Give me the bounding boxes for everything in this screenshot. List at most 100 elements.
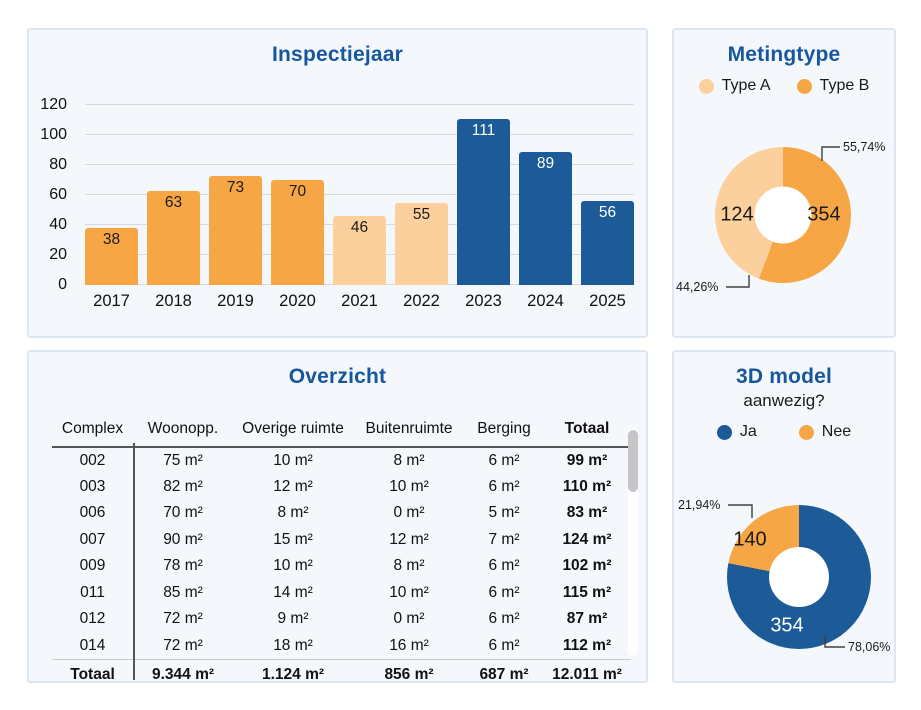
x-axis-tick: 2024: [527, 292, 564, 310]
3d-model-subtitle: aanwezig?: [743, 391, 825, 410]
total-cell: 856 m²: [353, 658, 465, 692]
bar-value-label: 38: [102, 231, 121, 248]
cell: 8 m²: [277, 504, 309, 522]
table-row[interactable]: 012 72 m² 9 m² 0 m² 6 m² 87 m²: [52, 606, 631, 633]
legend-item-nee[interactable]: Nee: [798, 423, 851, 441]
donut-metingtype[interactable]: [715, 147, 851, 283]
col-header-totaal: Totaal: [543, 416, 631, 448]
y-axis: 0 20 40 60 80 100 120: [29, 96, 75, 293]
cell: 16 m²: [389, 636, 429, 654]
x-axis-tick: 2025: [589, 292, 626, 310]
x-axis-tick: 2018: [155, 292, 192, 310]
x-axis-tick: 2020: [279, 292, 316, 310]
cell-totaal: 102 m²: [562, 557, 612, 575]
cell: 8 m²: [393, 451, 425, 469]
cell: 78 m²: [163, 557, 203, 575]
table-row[interactable]: 014 72 m² 18 m² 16 m² 6 m² 112 m²: [52, 633, 631, 660]
bar-2023[interactable]: 111: [457, 118, 510, 285]
bar-2025[interactable]: 56: [581, 201, 634, 285]
x-axis-tick: 2023: [465, 292, 502, 310]
y-axis-tick: 0: [58, 276, 67, 293]
ja-value: 354: [770, 614, 804, 637]
bar-2024[interactable]: 89: [519, 151, 572, 285]
bar-plot-area: 38 63 73 70 46 55 111 89 56: [85, 104, 634, 285]
cell: 82 m²: [163, 477, 203, 495]
bar-chart-title: Inspectiejaar: [272, 43, 403, 66]
legend-label: Type A: [721, 77, 771, 94]
cell: 9 m²: [277, 610, 309, 628]
total-label: Totaal: [52, 658, 133, 692]
y-axis-tick: 40: [49, 216, 67, 233]
x-axis-tick: 2021: [341, 292, 378, 310]
x-axis-tick: 2022: [403, 292, 440, 310]
cell: 6 m²: [488, 583, 520, 601]
cell-complex: 003: [79, 477, 106, 495]
cell: 90 m²: [163, 530, 203, 548]
cell: 7 m²: [488, 530, 520, 548]
cell-complex: 006: [79, 504, 106, 522]
bars: 38 63 73 70 46 55 111 89 56: [85, 105, 634, 285]
card-3d-model: 3D model aanwezig? Ja Nee 140 354 21,94%…: [672, 350, 896, 683]
table-row[interactable]: 007 90 m² 15 m² 12 m² 7 m² 124 m²: [52, 527, 631, 554]
cell: 12 m²: [273, 477, 313, 495]
legend-label: Ja: [739, 423, 757, 440]
type-b-value: 354: [807, 203, 841, 226]
table-row[interactable]: 009 78 m² 10 m² 8 m² 6 m² 102 m²: [52, 553, 631, 580]
cell: 72 m²: [163, 636, 203, 654]
bar-value-label: 55: [412, 205, 431, 223]
y-axis-tick: 120: [40, 96, 67, 113]
cell: 18 m²: [273, 636, 313, 654]
total-cell: 12.011 m²: [543, 658, 631, 692]
table-row[interactable]: 003 82 m² 12 m² 10 m² 6 m² 110 m²: [52, 474, 631, 501]
cell: 5 m²: [488, 504, 520, 522]
col-header-overige: Overige ruimte: [233, 416, 353, 448]
table-scrollbar-thumb[interactable]: [628, 430, 638, 492]
bar-2018[interactable]: 63: [147, 190, 200, 285]
cell-totaal: 124 m²: [562, 530, 612, 548]
ja-percent-callout: 78,06%: [848, 640, 891, 654]
cell: 6 m²: [488, 477, 520, 495]
legend-item-ja[interactable]: Ja: [716, 423, 757, 441]
bar-2017[interactable]: 38: [85, 228, 138, 285]
bar-value-label: 89: [536, 154, 555, 172]
cell: 6 m²: [488, 610, 520, 628]
gridline: [85, 194, 634, 195]
table-row[interactable]: 002 75 m² 10 m² 8 m² 6 m² 99 m²: [52, 447, 631, 474]
y-axis-tick: 60: [49, 186, 67, 203]
table-row[interactable]: 011 85 m² 14 m² 10 m² 6 m² 115 m²: [52, 580, 631, 607]
bar-value-label: 70: [288, 183, 307, 200]
type-a-percent-callout: 44,26%: [676, 280, 719, 294]
cell-complex: 009: [79, 557, 106, 575]
bar-value-label: 46: [350, 219, 369, 236]
bar-2021[interactable]: 46: [333, 216, 386, 285]
cell-complex: 014: [79, 636, 106, 654]
table-row[interactable]: 006 70 m² 8 m² 0 m² 5 m² 83 m²: [52, 500, 631, 527]
cell: 6 m²: [488, 557, 520, 575]
cell-totaal: 110 m²: [562, 477, 612, 495]
cell-complex: 011: [80, 583, 105, 601]
x-axis: 2017 2018 2019 2020 2021 2022 2023 2024 …: [85, 292, 634, 311]
legend-item-type-b[interactable]: Type B: [796, 77, 869, 95]
bar-2020[interactable]: 70: [271, 180, 324, 285]
type-b-percent-callout: 55,74%: [843, 140, 886, 154]
table-title: Overzicht: [288, 365, 387, 388]
cell: 10 m²: [389, 583, 429, 601]
legend-item-type-a[interactable]: Type A: [698, 77, 771, 95]
overzicht-table: Complex Woonopp. Overige ruimte Buitenru…: [52, 416, 631, 692]
cell: 15 m²: [273, 530, 313, 548]
cell: 85 m²: [163, 583, 203, 601]
bar-2022[interactable]: 55: [395, 202, 448, 285]
cell: 6 m²: [488, 451, 520, 469]
col-header-woonopp: Woonopp.: [133, 416, 233, 448]
cell: 0 m²: [393, 504, 425, 522]
nee-percent-callout: 21,94%: [678, 498, 721, 512]
table-scrollbar-track[interactable]: [628, 428, 638, 656]
cell: 14 m²: [273, 583, 313, 601]
cell-totaal: 83 m²: [566, 504, 608, 522]
y-axis-tick: 20: [49, 246, 67, 263]
cell: 70 m²: [163, 504, 203, 522]
table-header-row: Complex Woonopp. Overige ruimte Buitenru…: [52, 416, 631, 448]
donut-3d-model[interactable]: [727, 505, 871, 649]
bar-2019[interactable]: 73: [209, 175, 262, 285]
